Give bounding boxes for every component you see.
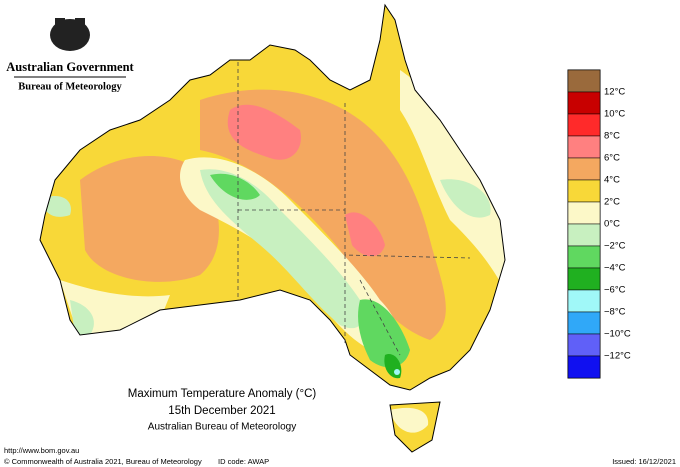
coastline (39, 3, 506, 453)
legend-swatch (567, 91, 601, 115)
legend-label: 12°C (604, 87, 625, 98)
legend-label: 2°C (604, 197, 620, 208)
legend-swatch (567, 289, 601, 313)
legend-swatch (567, 245, 601, 269)
legend-label: −10°C (604, 329, 631, 340)
legend-label: 0°C (604, 219, 620, 230)
legend-swatch (567, 113, 601, 137)
legend-swatch (567, 157, 601, 181)
legend-label: −12°C (604, 351, 631, 362)
government-title: Australian Government (6, 60, 134, 74)
legend-label: −8°C (604, 307, 626, 318)
legend-swatch (567, 311, 601, 335)
legend-swatch (567, 69, 601, 93)
legend-label: −4°C (604, 263, 626, 274)
legend: 12°C 10°C 8°C 6°C 4°C 2°C 0°C −2°C −4°C −6°C −8°C −… (567, 69, 631, 379)
legend-swatch (567, 267, 601, 291)
legend-swatch (567, 135, 601, 159)
footer-url: http://www.bom.gov.au (4, 446, 79, 455)
coat-of-arms (50, 18, 90, 51)
caption-source: Australian Bureau of Meteorology (148, 422, 296, 433)
caption-title: Maximum Temperature Anomaly (°C) (128, 388, 317, 400)
legend-swatch (567, 201, 601, 225)
legend-label: −6°C (604, 285, 626, 296)
agency-name: Bureau of Meteorology (18, 81, 122, 92)
legend-swatch (567, 179, 601, 203)
legend-label: 10°C (604, 109, 625, 120)
footer-issued: Issued: 16/12/2021 (612, 457, 676, 466)
legend-label: 4°C (604, 175, 620, 186)
legend-swatch (567, 223, 601, 247)
legend-swatch (567, 355, 601, 379)
footer-copyright: © Commonwealth of Australia 2021, Bureau… (4, 457, 202, 466)
state-borders (237, 62, 471, 356)
legend-swatch (567, 333, 601, 357)
legend-label: 6°C (604, 153, 620, 164)
footer-id-code: ID code: AWAP (218, 457, 269, 466)
legend-label: 8°C (604, 131, 620, 142)
legend-label: −2°C (604, 241, 626, 252)
caption-date: 15th December 2021 (168, 405, 275, 417)
